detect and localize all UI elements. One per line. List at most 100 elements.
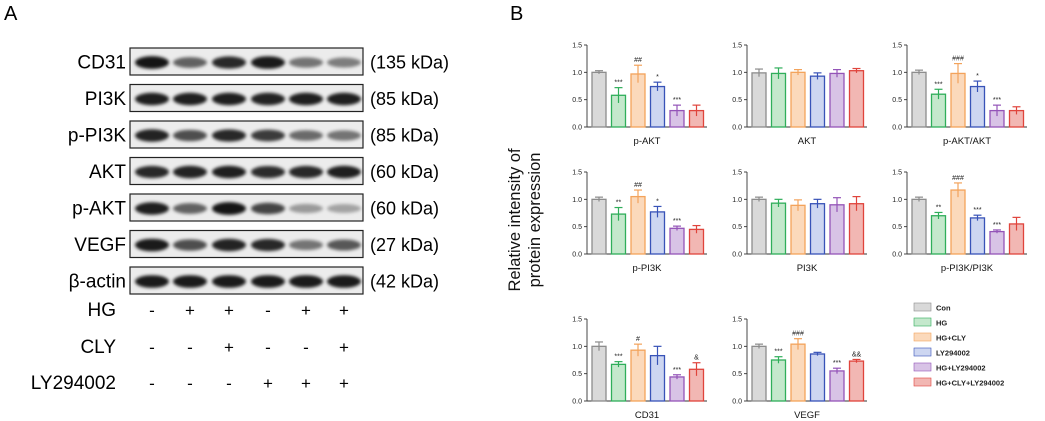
protein-label: CD31 xyxy=(77,53,126,74)
significance-label: ** xyxy=(616,200,622,207)
significance-label: *** xyxy=(934,81,942,88)
bar xyxy=(610,363,627,402)
y-tick-label: 0.0 xyxy=(892,252,902,259)
legend: Con HG HG+CLY LY294002 HG+LY294002 HG+CLY+LY2… xyxy=(913,302,1004,388)
bar xyxy=(669,376,685,402)
blot-row: CD31 (135 kDa) xyxy=(77,47,449,76)
bar xyxy=(809,203,826,255)
y-tick-label: 1.0 xyxy=(732,70,742,77)
blot-band xyxy=(212,202,246,215)
y-tick-label: 1.0 xyxy=(732,197,742,204)
blot-band xyxy=(289,130,323,141)
blot-row: β-actin (42 kDa) xyxy=(69,266,439,295)
significance-label: *** xyxy=(673,367,681,374)
blot-band xyxy=(327,92,361,106)
bar xyxy=(591,345,607,402)
subplot: 0.00.51.01.5**##****p-PI3K xyxy=(572,170,707,274)
y-tick-label: 0.0 xyxy=(732,125,742,132)
subplot-title: p-AKT xyxy=(634,136,661,147)
treatment-sign: - xyxy=(149,301,155,320)
protein-label: AKT xyxy=(89,162,126,183)
blot-frame xyxy=(129,120,364,149)
y-tick-label: 1.0 xyxy=(732,344,742,351)
y-tick-label: 1.5 xyxy=(732,43,742,50)
blot-band xyxy=(135,92,169,106)
treatment-label: HG xyxy=(88,300,117,321)
kda-label: (27 kDa) xyxy=(370,235,439,255)
subplot: 0.00.51.01.5***###****p-AKT/AKT xyxy=(892,43,1027,147)
treatment-sign: + xyxy=(301,301,311,320)
bar xyxy=(770,359,787,402)
treatment-sign: - xyxy=(303,338,309,357)
legend-item: HG xyxy=(913,317,947,328)
legend-swatch xyxy=(913,302,932,312)
blot-band xyxy=(135,238,169,252)
treatment-sign: + xyxy=(339,374,349,393)
blot-band xyxy=(289,239,323,251)
y-tick-label: 0.0 xyxy=(572,399,582,406)
subplot-title: p-AKT/AKT xyxy=(943,136,991,147)
y-tick-label: 0.5 xyxy=(732,371,742,378)
legend-label: Con xyxy=(936,304,951,313)
legend-item: HG+LY294002 xyxy=(913,362,986,373)
subplot: 0.0 0.5 1.0 1.5 *** # *** & CD31 xyxy=(572,317,707,421)
blot-band xyxy=(327,239,361,251)
western-blot-panel: CD31 (135 kDa) PI3K (85 kDa) p-PI3K (85 kDa) A… xyxy=(68,47,449,295)
blot-row: PI3K (85 kDa) xyxy=(85,83,439,113)
treatment-row: HG - + + - + + xyxy=(88,300,350,321)
significance-label: && xyxy=(852,351,862,358)
bar-chart-grid: 0.00.51.01.5***##****p-AKT0.00.51.01.5AK… xyxy=(572,43,1027,421)
y-tick-label: 0.5 xyxy=(732,97,742,104)
treatment-sign: - xyxy=(149,374,155,393)
y-tick-label: 0.0 xyxy=(572,252,582,259)
significance-label: *** xyxy=(833,360,841,367)
treatment-sign: - xyxy=(149,338,155,357)
blot-band xyxy=(212,56,246,69)
treatment-sign: + xyxy=(301,374,311,393)
legend-swatch xyxy=(913,332,932,342)
blot-band xyxy=(289,165,323,179)
legend-label: HG+CLY xyxy=(936,334,966,343)
bar xyxy=(751,198,767,255)
legend-label: HG+LY294002 xyxy=(936,364,986,373)
y-tick-label: 1.5 xyxy=(572,43,582,50)
treatment-label: CLY xyxy=(80,337,116,358)
blot-band xyxy=(135,165,169,179)
blot-band xyxy=(173,275,207,288)
protein-label: p-PI3K xyxy=(68,126,126,147)
significance-label: * xyxy=(656,74,659,81)
subplot: 0.0 0.5 1.0 1.5 *** ### *** && VEGF xyxy=(732,317,867,421)
significance-label: & xyxy=(694,355,699,362)
significance-label: ### xyxy=(952,56,964,63)
blot-row: AKT (60 kDa) xyxy=(89,156,439,186)
panel-a-letter: A xyxy=(4,3,18,25)
blot-row: p-PI3K (85 kDa) xyxy=(68,120,439,149)
blot-frame xyxy=(129,229,364,259)
significance-label: *** xyxy=(973,207,981,214)
treatment-sign: - xyxy=(265,338,271,357)
blot-band xyxy=(135,202,169,215)
blot-band xyxy=(251,275,285,288)
legend-item: HG+CLY xyxy=(913,332,966,343)
blot-band xyxy=(327,165,361,179)
kda-label: (60 kDa) xyxy=(370,162,439,182)
treatment-label: LY294002 xyxy=(31,373,116,394)
bar xyxy=(809,75,826,128)
blot-band xyxy=(327,130,361,141)
blot-band xyxy=(289,275,323,288)
bar xyxy=(848,360,865,402)
bar xyxy=(630,349,646,402)
bar xyxy=(751,72,767,128)
y-tick-label: 1.0 xyxy=(572,70,582,77)
y-tick-label: 1.0 xyxy=(892,70,902,77)
bar xyxy=(649,211,666,255)
blot-band xyxy=(173,57,207,68)
blot-band xyxy=(173,92,207,106)
significance-label: *** xyxy=(993,97,1001,104)
blot-band xyxy=(327,204,361,213)
significance-label: ### xyxy=(792,331,804,338)
y-tick-label: 1.5 xyxy=(732,317,742,324)
y-tick-label: 0.0 xyxy=(892,125,902,132)
y-tick-label: 0.0 xyxy=(732,399,742,406)
blot-band xyxy=(327,57,361,68)
